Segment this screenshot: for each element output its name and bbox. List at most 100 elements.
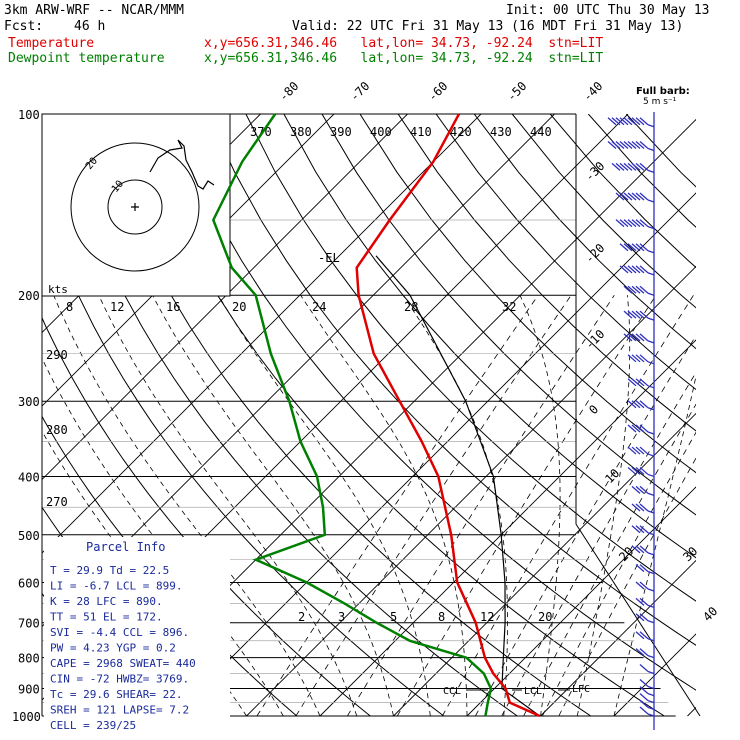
pressure-tick-label: 600 bbox=[18, 576, 40, 590]
wind-barb-flag bbox=[635, 581, 645, 590]
wind-barb bbox=[631, 485, 655, 496]
wind-barb-shaft bbox=[647, 385, 655, 389]
temperature-location: x,y=656.31,346.46 lat,lon= 34.73, -92.24… bbox=[204, 36, 604, 51]
mixing-ratio-line bbox=[347, 294, 615, 717]
wind-barb-flag bbox=[639, 219, 649, 228]
wind-barb-flag bbox=[635, 545, 645, 554]
wind-barb bbox=[639, 706, 655, 717]
temperature-trace bbox=[355, 113, 541, 718]
wind-barb-flag bbox=[611, 117, 621, 126]
wind-barb bbox=[639, 678, 655, 690]
mixing-ratio-label: 12 bbox=[110, 300, 124, 314]
dry-adiabat-line bbox=[435, 114, 696, 391]
wind-barb bbox=[623, 285, 655, 296]
mixing-ratio-label: 12 bbox=[480, 610, 494, 624]
parcel-info-row: CIN = -72 HWBZ= 3769. bbox=[50, 673, 189, 686]
wind-barb-flag bbox=[631, 446, 641, 455]
wind-barb-flag bbox=[627, 333, 637, 342]
dry-adiabat-line bbox=[397, 114, 696, 432]
moist-adiabat-line bbox=[300, 294, 468, 716]
isotherm-label: -70 bbox=[347, 79, 372, 104]
wind-barb-flag bbox=[639, 265, 649, 274]
wind-barb-shaft bbox=[647, 706, 655, 710]
wind-barb-flag bbox=[607, 117, 617, 126]
wind-barb-flag bbox=[623, 285, 633, 294]
wind-barb-flag bbox=[623, 117, 633, 126]
wind-barb-flag bbox=[639, 581, 649, 590]
parcel-info-row: CAPE = 2968 SWEAT= 440 bbox=[50, 657, 196, 670]
wind-barb-shaft bbox=[647, 361, 655, 365]
mixing-ratio-label: 5 bbox=[390, 610, 397, 624]
mixing-ratio-label: 20 bbox=[232, 300, 246, 314]
wind-barb bbox=[635, 564, 655, 575]
wind-barb-shaft bbox=[647, 317, 655, 321]
wind-barb-flag bbox=[635, 525, 645, 534]
ccl-annotation: CCL bbox=[443, 686, 461, 697]
parcel-info-panel bbox=[44, 537, 230, 733]
wind-barb-flag bbox=[639, 503, 649, 512]
wind-barb-flag bbox=[619, 162, 629, 171]
mixing-ratio-label: 20 bbox=[538, 610, 552, 624]
wind-barb-flag bbox=[635, 631, 645, 640]
moist-adiabat-line bbox=[576, 295, 631, 717]
wind-barb-flag bbox=[639, 664, 649, 672]
wind-barb-flag bbox=[639, 485, 649, 494]
wind-barb-shaft bbox=[647, 510, 655, 514]
wind-barb-flag bbox=[635, 597, 645, 606]
wind-barb-flag bbox=[635, 378, 645, 387]
wind-barb-flag bbox=[623, 310, 633, 319]
dry-adiabat-line bbox=[549, 114, 696, 269]
wind-barb-flag bbox=[639, 400, 649, 409]
wind-barb-shaft bbox=[647, 250, 655, 254]
hodograph-origin bbox=[131, 203, 139, 211]
mixing-ratio-line bbox=[396, 294, 657, 717]
isotherm-line bbox=[42, 114, 408, 481]
wind-barb-flag bbox=[631, 333, 641, 342]
isotherm-line bbox=[246, 265, 696, 717]
wind-barb-flag bbox=[635, 117, 645, 126]
wind-barb-shaft bbox=[647, 693, 655, 697]
isotherm-label: -80 bbox=[276, 79, 301, 104]
pressure-tick-label: 900 bbox=[18, 682, 40, 696]
isotherm-line bbox=[393, 412, 696, 717]
wind-barb bbox=[631, 545, 655, 556]
isotherm-line bbox=[466, 486, 696, 717]
wind-barb bbox=[623, 310, 655, 321]
wind-barb bbox=[639, 693, 655, 704]
wind-barb-shaft bbox=[647, 453, 655, 457]
wind-barb-flag bbox=[635, 354, 645, 363]
wind-barb-flag bbox=[639, 117, 649, 126]
wind-barb-flag bbox=[627, 141, 637, 150]
wind-barb-flag bbox=[635, 503, 645, 512]
isotherm-label: -60 bbox=[425, 79, 450, 104]
wind-barb-flag bbox=[639, 141, 649, 150]
mixing-ratio-line bbox=[256, 294, 539, 717]
wind-barb-flag bbox=[619, 219, 629, 228]
pressure-tick-label: 400 bbox=[18, 470, 40, 484]
wind-barb-shaft bbox=[647, 340, 655, 344]
mixing-ratio-line bbox=[501, 371, 696, 717]
wind-barb-flag bbox=[635, 648, 645, 657]
wind-barb-flag bbox=[627, 162, 637, 171]
lcl-annotation: LCL bbox=[524, 686, 542, 697]
parcel-info-row: K = 28 LFC = 890. bbox=[50, 595, 163, 608]
wind-barb bbox=[619, 243, 655, 254]
wind-barb bbox=[627, 466, 655, 478]
wind-barb-flag bbox=[639, 613, 649, 622]
isotherm-label: -20 bbox=[582, 241, 607, 266]
wind-barb-flag bbox=[631, 354, 641, 363]
isotherm-label: 40 bbox=[700, 604, 720, 624]
wind-barb-shaft bbox=[647, 225, 655, 230]
theta-label: 380 bbox=[290, 125, 312, 139]
wind-barb-flag bbox=[623, 162, 633, 171]
wind-barb-flag bbox=[615, 192, 625, 201]
wind-barb-flag bbox=[627, 446, 637, 455]
wind-barb bbox=[627, 378, 655, 389]
theta-label: 410 bbox=[410, 125, 432, 139]
wind-barb-shaft bbox=[647, 473, 655, 478]
wind-barb-flag bbox=[631, 545, 641, 554]
wind-barb-flag bbox=[615, 117, 625, 126]
dry-adiabat-line bbox=[625, 114, 696, 188]
wind-barb-flag bbox=[631, 117, 641, 126]
wind-barb bbox=[627, 400, 655, 411]
